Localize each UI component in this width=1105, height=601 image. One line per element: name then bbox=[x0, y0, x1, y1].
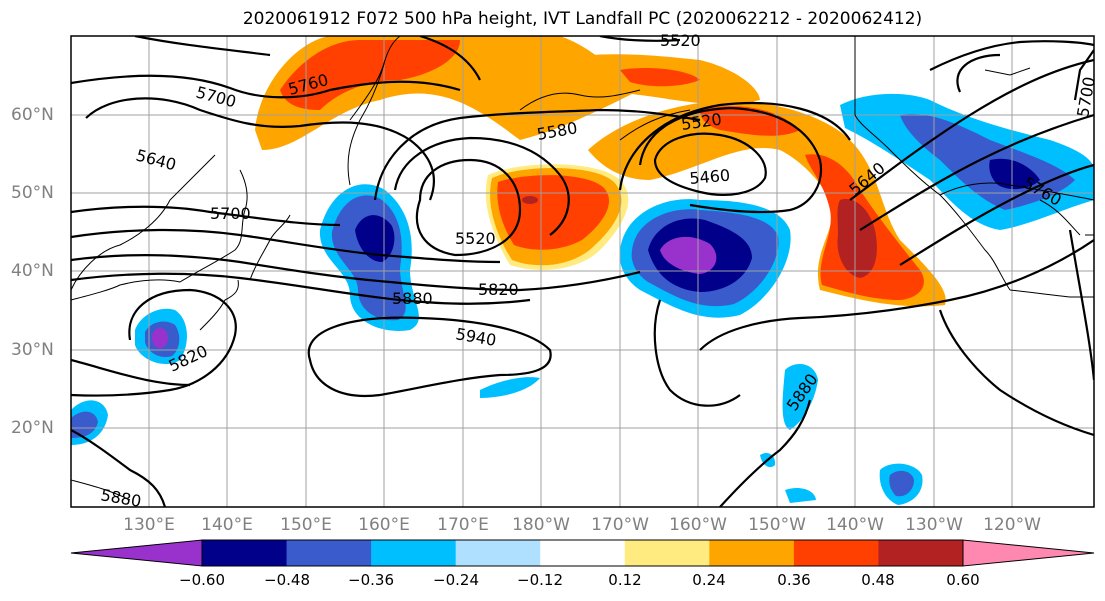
colorbar-bin bbox=[540, 540, 626, 566]
colorbar-tick-label: −0.48 bbox=[264, 571, 310, 589]
lon-label: 150°W bbox=[748, 515, 806, 535]
colorbar-tick-label: −0.12 bbox=[517, 571, 563, 589]
contour-label: 5520 bbox=[455, 229, 496, 248]
map-frame bbox=[70, 35, 1095, 508]
lon-label: 180°W bbox=[512, 515, 570, 535]
height-contours bbox=[71, 36, 1094, 507]
lon-label: 120°W bbox=[983, 515, 1041, 535]
lat-label: 60°N bbox=[11, 105, 54, 125]
lon-label: 160°E bbox=[358, 515, 410, 535]
lon-label: 150°E bbox=[280, 515, 332, 535]
shaded-field bbox=[71, 36, 1094, 505]
lon-label: 160°W bbox=[669, 515, 727, 535]
graticule bbox=[71, 36, 1094, 507]
colorbar-bins bbox=[71, 540, 1094, 566]
colorbar-outline bbox=[201, 539, 964, 567]
lat-label: 30°N bbox=[11, 340, 54, 360]
contour-label: 5520 bbox=[660, 31, 701, 50]
lat-label: 50°N bbox=[11, 183, 54, 203]
colorbar-bin bbox=[624, 540, 710, 566]
lon-label: 130°E bbox=[123, 515, 175, 535]
colorbar-tick-label: 0.12 bbox=[608, 571, 642, 589]
lon-label: 170°W bbox=[591, 515, 649, 535]
colorbar-bin bbox=[286, 540, 372, 566]
lon-label: 140°W bbox=[826, 515, 884, 535]
lon-label: 170°E bbox=[437, 515, 489, 535]
lat-label: 20°N bbox=[11, 418, 54, 438]
colorbar-bin bbox=[963, 540, 1094, 566]
colorbar-bin bbox=[202, 540, 288, 566]
lon-label: 130°W bbox=[905, 515, 963, 535]
contour-label: 5820 bbox=[478, 280, 519, 299]
colorbar-tick-label: 0.60 bbox=[946, 571, 980, 589]
colorbar-tick-label: −0.36 bbox=[348, 571, 394, 589]
coastlines bbox=[71, 36, 1094, 501]
colorbar-tick-label: −0.60 bbox=[179, 571, 225, 589]
colorbar-tick-label: 0.36 bbox=[777, 571, 811, 589]
colorbar-bin bbox=[709, 540, 795, 566]
colorbar-bin bbox=[878, 540, 964, 566]
map-title: 2020061912 F072 500 hPa height, IVT Land… bbox=[242, 9, 923, 29]
lon-label: 140°E bbox=[201, 515, 253, 535]
contour-label: 5460 bbox=[689, 166, 731, 188]
colorbar-bin bbox=[371, 540, 457, 566]
colorbar-tick-label: 0.24 bbox=[692, 571, 726, 589]
contour-label: 5700 bbox=[210, 204, 251, 223]
colorbar-bin bbox=[793, 540, 879, 566]
contour-label: 5880 bbox=[392, 289, 433, 308]
lat-label: 40°N bbox=[11, 261, 54, 281]
colorbar-bin bbox=[455, 540, 541, 566]
colorbar-bin bbox=[71, 540, 202, 566]
colorbar-tick-label: 0.48 bbox=[861, 571, 895, 589]
colorbar-tick-label: −0.24 bbox=[433, 571, 479, 589]
